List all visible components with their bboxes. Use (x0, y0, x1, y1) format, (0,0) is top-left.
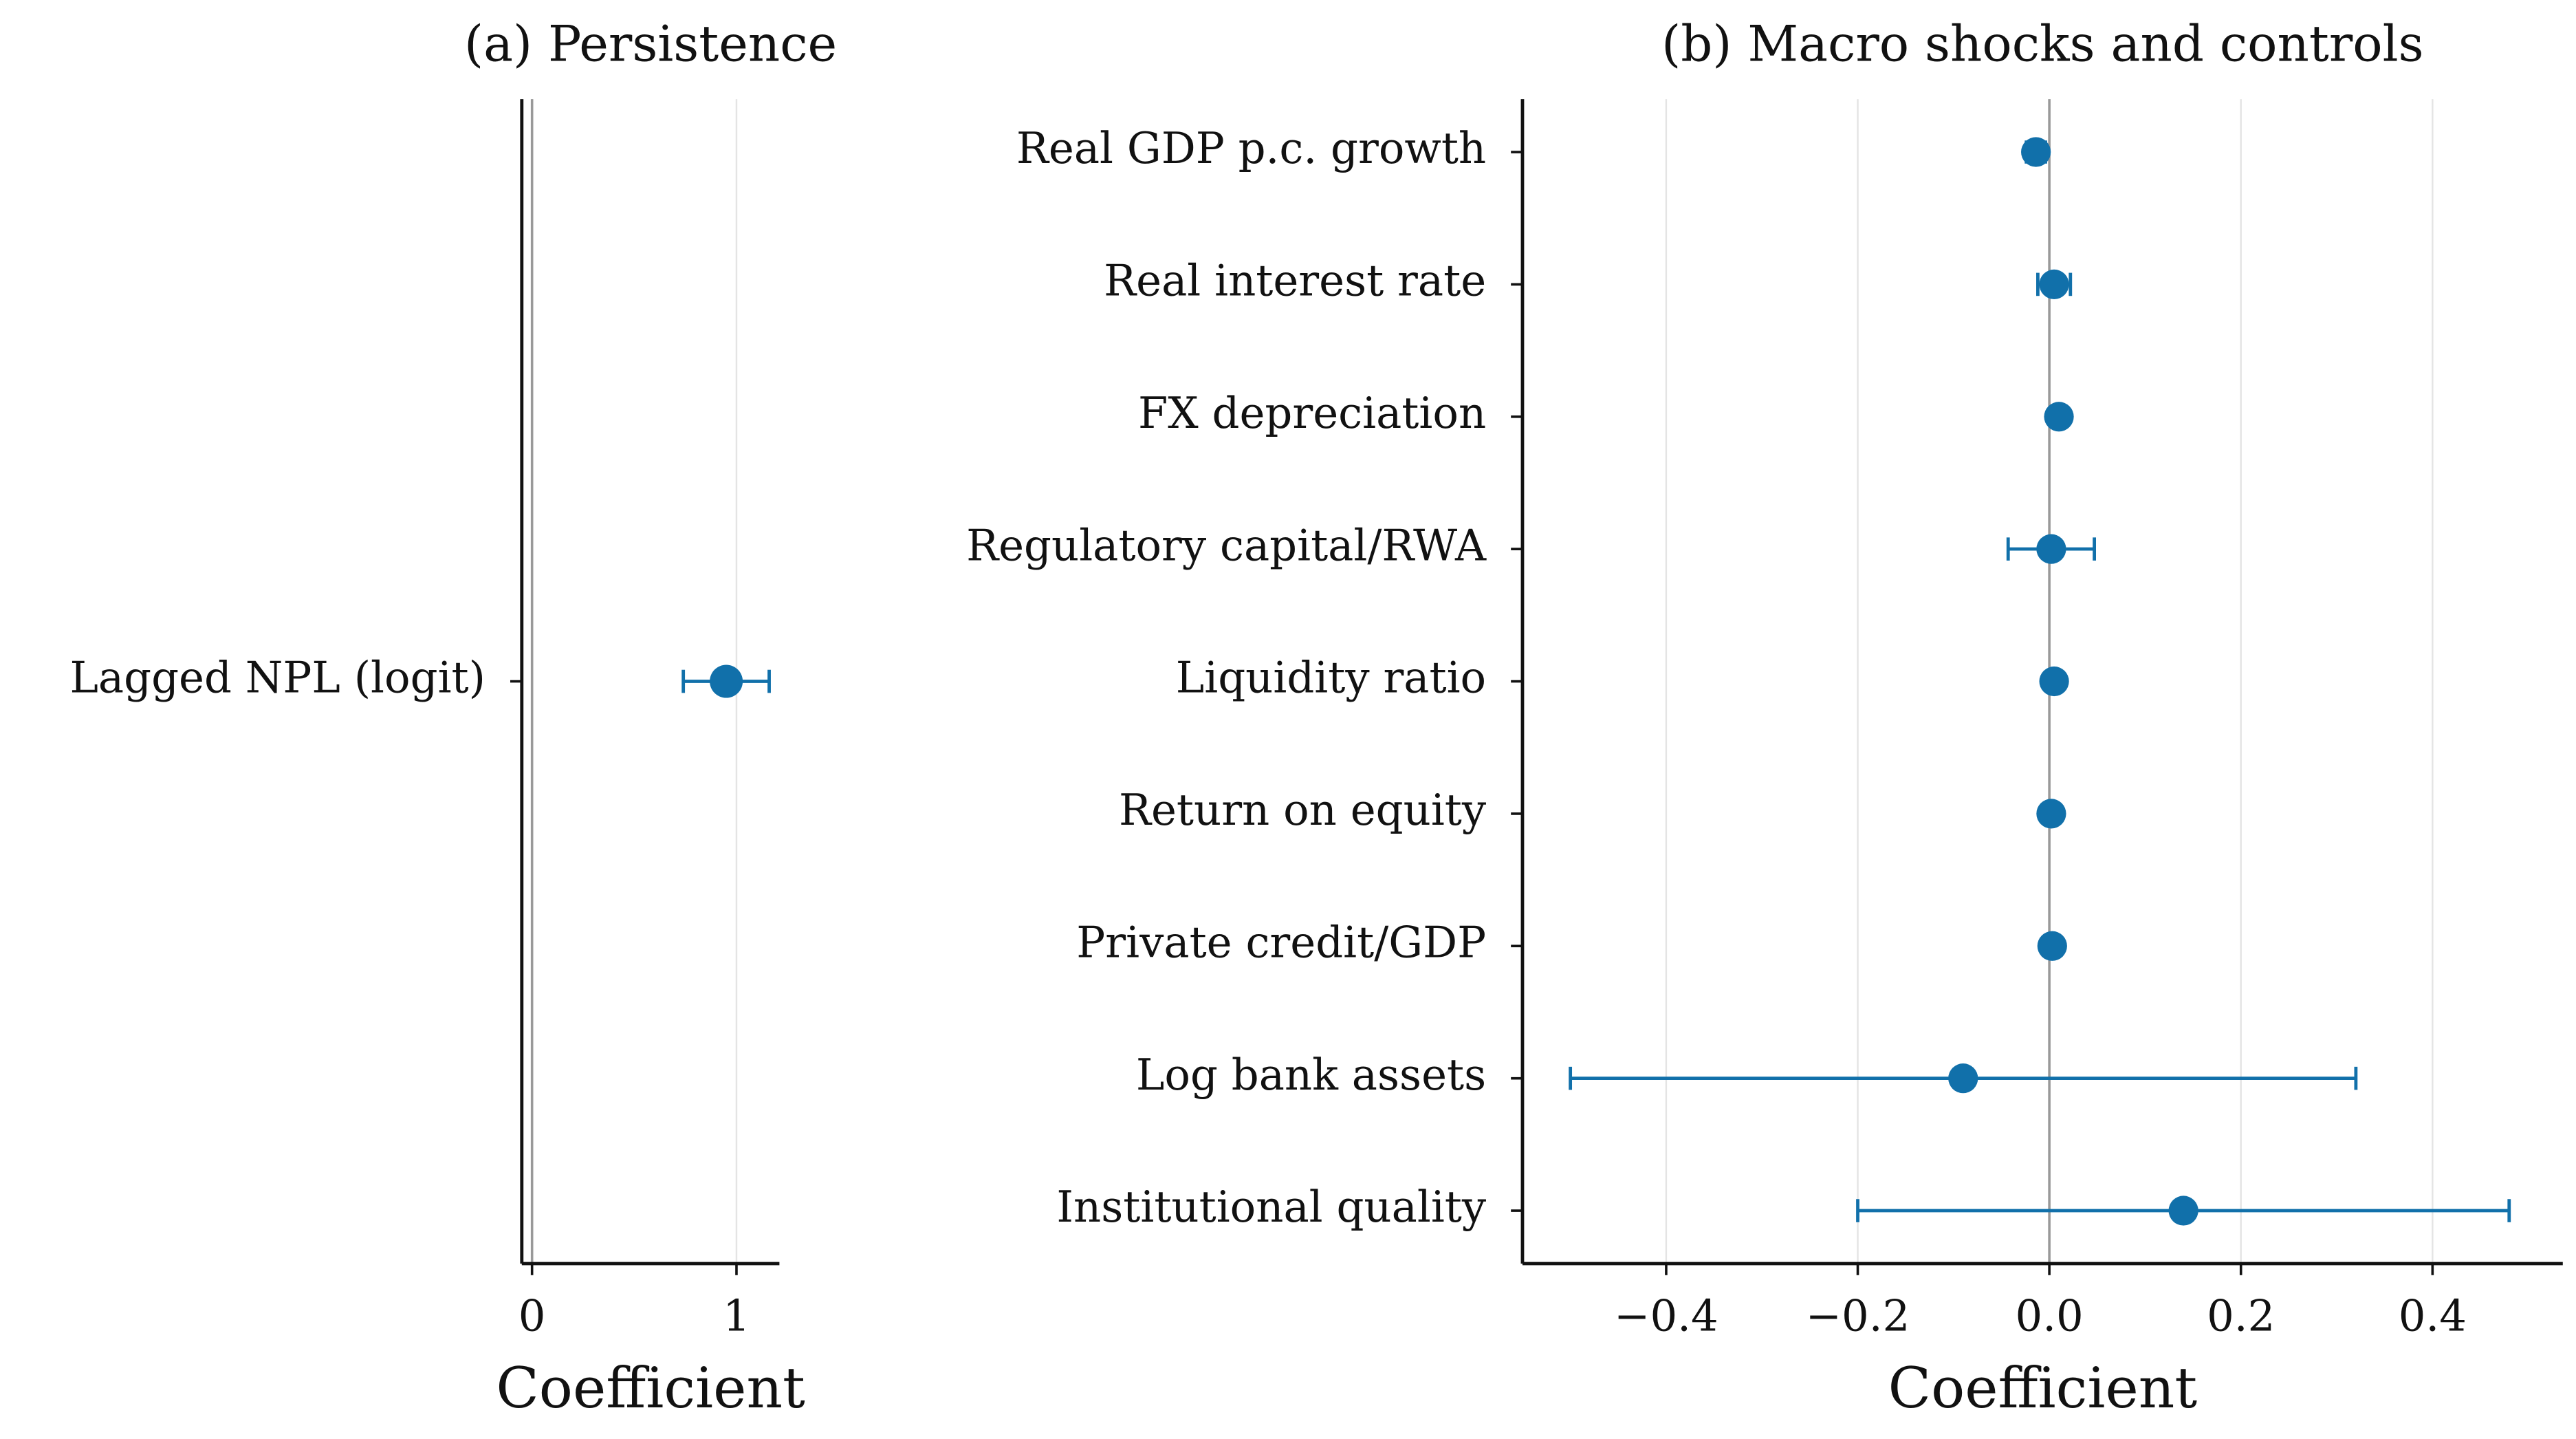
y-tick-label: Return on equity (1119, 785, 1487, 835)
x-tick-label: −0.4 (1614, 1291, 1718, 1341)
point (2044, 402, 2074, 432)
y-tick-label: Real interest rate (1104, 256, 1486, 306)
point (2039, 269, 2069, 300)
point (2021, 137, 2051, 167)
x-tick-label: 0.4 (2399, 1291, 2467, 1341)
y-tick-label: Private credit/GDP (1076, 917, 1486, 967)
x-axis-label: Coefficient (1888, 1356, 2198, 1421)
point (1948, 1063, 1978, 1094)
x-tick-label: −0.2 (1806, 1291, 1910, 1341)
y-tick-label: Institutional quality (1056, 1182, 1486, 1232)
point (2039, 666, 2069, 697)
panel-title: (a) Persistence (464, 15, 837, 73)
y-tick-label: Liquidity ratio (1176, 653, 1486, 703)
x-axis-label: Coefficient (496, 1356, 805, 1421)
y-tick-label: FX depreciation (1138, 388, 1486, 438)
x-tick-label: 0.2 (2207, 1291, 2275, 1341)
y-tick-label: Real GDP p.c. growth (1016, 123, 1486, 173)
point (2036, 534, 2066, 564)
y-tick-label: Regulatory capital/RWA (966, 520, 1487, 570)
y-tick-label: Log bank assets (1136, 1050, 1486, 1100)
point (2037, 931, 2067, 961)
point (2036, 799, 2066, 829)
point (2168, 1195, 2198, 1226)
x-tick-label: 0 (519, 1291, 546, 1341)
point (710, 664, 743, 698)
y-tick-label: Lagged NPL (logit) (69, 653, 485, 703)
x-tick-label: 1 (723, 1291, 750, 1341)
x-tick-label: 0.0 (2015, 1291, 2083, 1341)
panel-title: (b) Macro shocks and controls (1661, 15, 2423, 73)
